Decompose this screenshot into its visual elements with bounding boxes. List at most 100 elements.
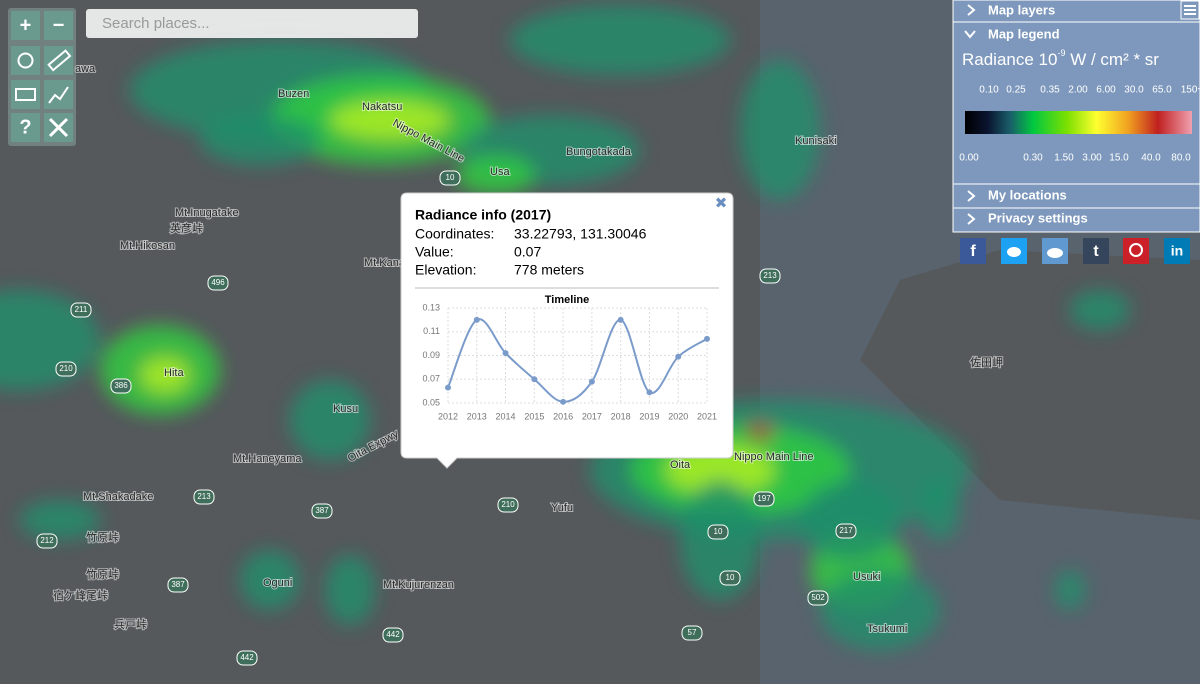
place-label: 宿ケ峰尾峠 xyxy=(53,588,108,602)
road-markers: 496 211 210 386 10 213 10 197 442 387 502 57 217 212 3… xyxy=(36,170,857,666)
section-header[interactable]: My locations xyxy=(988,187,1067,202)
road-number: 442 xyxy=(386,630,400,639)
section-header[interactable]: Map layers xyxy=(988,2,1055,17)
linkedin-button[interactable] xyxy=(1164,238,1190,264)
radiance-layer xyxy=(0,5,1130,650)
y-tick-label: 0.09 xyxy=(422,350,440,360)
x-tick-label: 2012 xyxy=(438,411,458,421)
zoom-out-button[interactable] xyxy=(44,11,73,40)
row-value: 33.22793, 131.30046 xyxy=(514,226,647,242)
zoom-in-button[interactable] xyxy=(11,11,40,40)
legend-label: 40.0 xyxy=(1141,153,1161,164)
data-point xyxy=(675,353,682,360)
legend-label: 0.10 xyxy=(979,85,999,96)
chevron xyxy=(964,30,976,39)
data-point xyxy=(646,389,653,396)
chart-title: Timeline xyxy=(545,294,589,306)
glow-spot xyxy=(240,550,300,610)
road-marker xyxy=(193,489,215,505)
x-tick-label: 2018 xyxy=(611,411,631,421)
legend-label: 15.0 xyxy=(1109,153,1129,164)
data-point xyxy=(560,398,567,405)
glow-spot xyxy=(290,380,370,460)
linkedin-label[interactable]: in xyxy=(1171,243,1183,259)
road-number: 210 xyxy=(501,500,515,509)
place-label: Mt.Haneyama xyxy=(233,453,302,465)
road-number: 213 xyxy=(763,271,777,280)
legend-label: 0.00 xyxy=(959,153,979,164)
timeline-chart: 0.05 0.07 0.09 0.11 0.13 2012 2013 2014 2015 2016… xyxy=(422,302,717,421)
y-tick-label: 0.11 xyxy=(423,326,440,336)
pinterest-button[interactable] xyxy=(1123,238,1149,264)
place-label: Usuki xyxy=(853,571,881,583)
place-label: Oguni xyxy=(263,577,292,589)
info-popup: ✖ Radiance info (2017) Coordinates: 33.2… xyxy=(400,192,734,469)
help-button[interactable] xyxy=(11,113,40,142)
road-number: 10 xyxy=(726,573,735,582)
tumblr-button[interactable] xyxy=(1083,238,1109,264)
glow-spot xyxy=(200,115,320,165)
print-icon xyxy=(15,88,36,101)
place-label: Oita xyxy=(670,459,691,471)
legend-title: Radiance 10-9 W / cm² * sr xyxy=(962,48,1159,69)
glow-spot xyxy=(800,480,900,560)
road-marker xyxy=(753,491,775,507)
zoom-out-label[interactable]: − xyxy=(53,14,65,36)
data-point xyxy=(473,316,480,323)
place-label: Mt.Shakadake xyxy=(83,491,153,503)
legend-label: 0.25 xyxy=(1006,85,1026,96)
road-number: 386 xyxy=(114,381,128,390)
locate-icon xyxy=(17,52,34,69)
zoom-in-label[interactable]: + xyxy=(20,14,32,36)
measure-button[interactable] xyxy=(44,46,73,75)
road-marker xyxy=(70,302,92,318)
glow-spot xyxy=(920,480,960,540)
color-bar xyxy=(965,111,1192,134)
map-labels: Buzen Nakatsu Nippo Main Line Bungotakad… xyxy=(52,62,1004,636)
search-box[interactable] xyxy=(86,9,418,38)
road-number: 387 xyxy=(171,580,185,589)
legend-title-exponent: -9 xyxy=(1057,48,1065,58)
section-header[interactable]: Map legend xyxy=(988,26,1060,41)
social-bar: f t in xyxy=(960,238,1190,264)
place-label: Mt.Inugatake xyxy=(175,207,239,219)
legend-title-base: Radiance 10 xyxy=(962,50,1057,69)
x-tick-label: 2020 xyxy=(668,411,688,421)
row-label: Elevation: xyxy=(415,262,476,278)
facebook-label[interactable]: f xyxy=(970,243,976,260)
row-value: 0.07 xyxy=(514,244,541,260)
place-label: 竹原峠 xyxy=(86,567,119,581)
row-label: Value: xyxy=(415,244,454,260)
help-label[interactable]: ? xyxy=(19,116,31,138)
legend-label: 3.00 xyxy=(1082,153,1102,164)
road-number: 387 xyxy=(315,506,329,515)
data-point xyxy=(588,378,595,385)
data-point xyxy=(531,376,538,383)
locate-button[interactable] xyxy=(11,46,40,75)
legend-title-unit: W / cm² * sr xyxy=(1065,50,1159,69)
reddit-icon xyxy=(1047,248,1063,258)
pinterest-icon xyxy=(1129,243,1143,257)
road-number: 442 xyxy=(240,653,254,662)
road-marker xyxy=(835,523,857,539)
close-button[interactable]: ✖ xyxy=(715,195,728,212)
facebook-button[interactable] xyxy=(960,238,986,264)
place-label: Kunisaki xyxy=(795,135,837,147)
legend-label: 0.30 xyxy=(1023,153,1043,164)
tumblr-label[interactable]: t xyxy=(1093,243,1099,260)
legend-label: 65.0 xyxy=(1152,85,1172,96)
road-marker xyxy=(236,650,258,666)
place-label: Yufu xyxy=(551,502,573,514)
legend-label: 80.0 xyxy=(1171,153,1191,164)
road-marker xyxy=(167,577,189,593)
road-marker xyxy=(497,497,519,513)
x-tick-label: 2015 xyxy=(524,411,544,421)
search-placeholder[interactable]: Search places... xyxy=(102,15,210,32)
chart-button[interactable] xyxy=(44,80,73,109)
place-label: Tsukumi xyxy=(867,623,907,635)
y-tick-label: 0.05 xyxy=(422,397,440,407)
road-number: 57 xyxy=(688,628,697,637)
section-header[interactable]: Privacy settings xyxy=(988,210,1088,225)
x-tick-label: 2021 xyxy=(697,411,717,421)
